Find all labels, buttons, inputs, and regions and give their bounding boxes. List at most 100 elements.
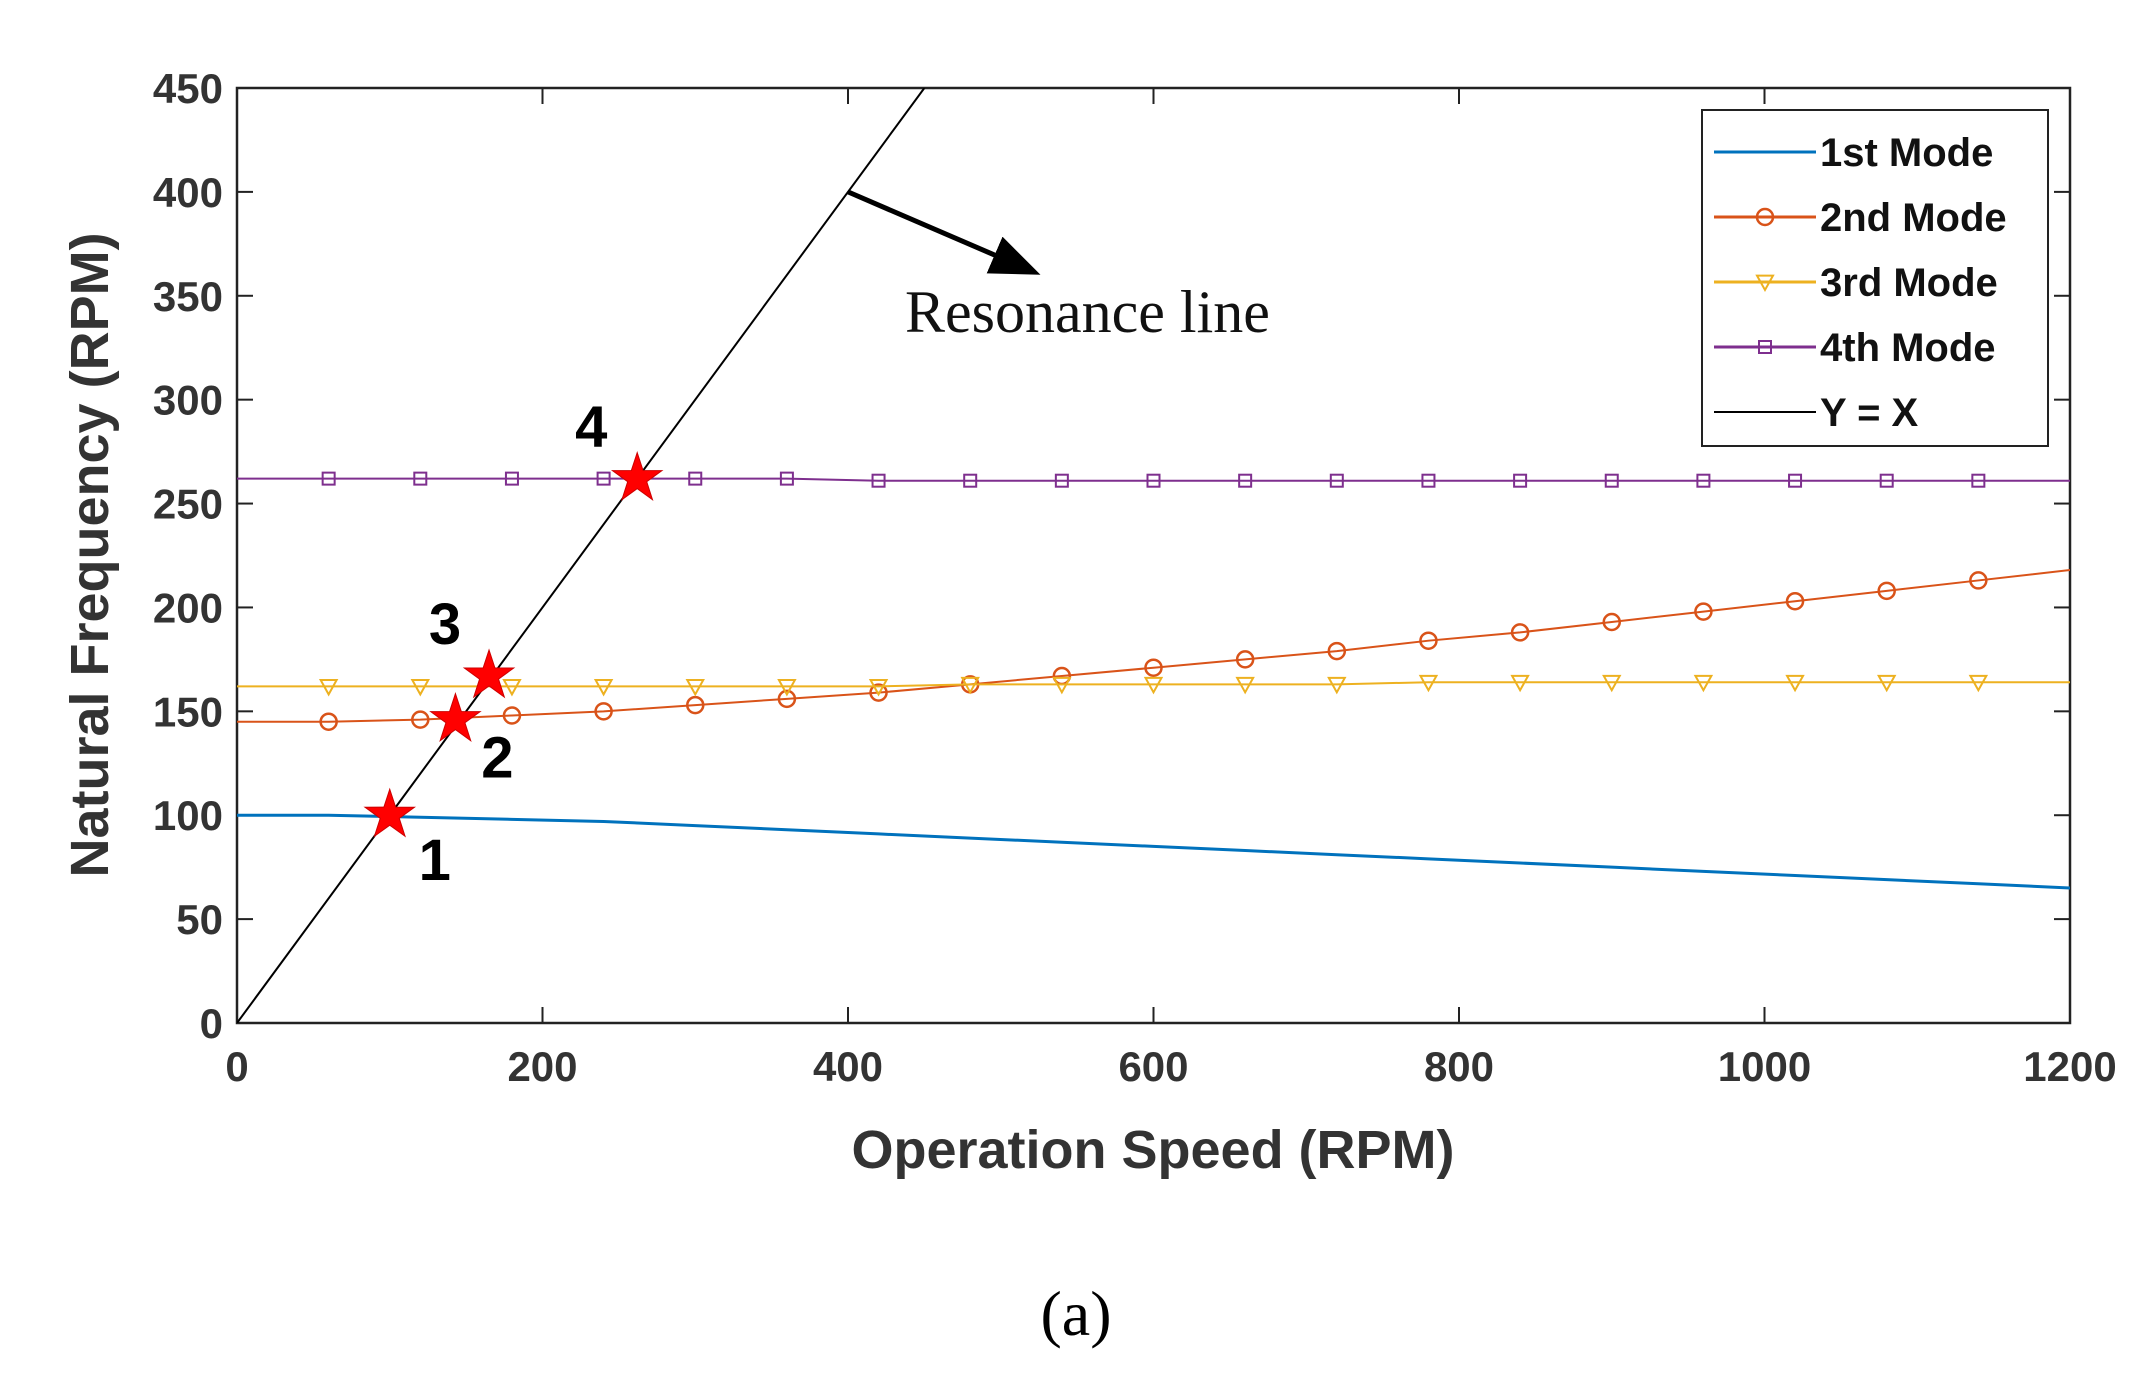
point-3rd-mode-900 [1602,674,1622,693]
point-3rd-mode-240 [593,679,614,697]
series-y-x [237,88,926,1023]
point-2nd-mode-780 [1419,631,1438,650]
point-4th-mode-180 [504,471,519,486]
legend-marker-4th-mode [1758,340,1772,354]
point-4th-mode-540 [1054,473,1069,488]
point-3rd-mode-1080 [1877,674,1897,693]
resonance-label-3: 3 [429,592,461,657]
axis-ticks: 0 200 400 600 800 1000 1200 0 50 100 150 200 250 300 3… [153,65,2117,1090]
point-3rd-mode-720 [1327,676,1347,695]
point-4th-mode-360 [779,471,794,486]
point-3rd-mode-960 [1693,674,1714,693]
x-tick-label-400: 400 [813,1043,883,1090]
point-4th-mode-1080 [1879,473,1894,488]
x-tick-label-200: 200 [507,1043,577,1090]
y-tick-label-150: 150 [153,688,223,735]
point-3rd-mode-780 [1418,674,1439,693]
point-2nd-mode-1140 [1969,571,1988,590]
point-4th-mode-240 [596,471,611,486]
point-3rd-mode-120 [410,679,430,697]
y-tick-label-200: 200 [153,584,223,631]
resonance-point-1 [363,787,417,838]
y-tick-label-400: 400 [153,169,223,216]
series-1st-mode [237,813,2070,890]
point-4th-mode-1140 [1971,473,1986,488]
series-line-2nd-mode [237,569,2070,723]
y-tick-label-450: 450 [153,65,223,112]
point-2nd-mode-240 [594,702,613,721]
point-4th-mode-480 [963,473,978,488]
resonance-label-1: 1 [419,828,451,893]
series-line-3rd-mode [237,681,2070,688]
point-3rd-mode-480 [960,676,980,695]
series-3rd-mode [237,674,2070,697]
point-3rd-mode-600 [1143,676,1164,695]
series-line-y-x [237,88,926,1023]
resonance-label-2: 2 [481,726,513,791]
point-2nd-mode-900 [1602,612,1621,632]
x-tick-label-600: 600 [1118,1043,1188,1090]
point-3rd-mode-60 [318,679,339,697]
point-4th-mode-840 [1513,473,1528,488]
point-2nd-mode-1020 [1785,591,1805,611]
series-4th-mode [237,471,2070,488]
point-4th-mode-900 [1604,473,1619,488]
legend-label-y-x: Y = X [1820,391,1919,435]
point-4th-mode-120 [413,471,428,486]
point-3rd-mode-300 [685,679,705,697]
point-4th-mode-1020 [1788,473,1803,488]
figure-caption: (a) [1040,1278,1111,1349]
point-2nd-mode-360 [777,689,797,709]
point-4th-mode-720 [1329,473,1344,488]
legend-marker-2nd-mode [1755,207,1775,227]
resonance-line-label: Resonance line [905,279,1270,345]
legend-label-2nd-mode: 2nd Mode [1820,196,2007,240]
point-3rd-mode-840 [1510,674,1530,693]
resonance-arrow [847,189,1041,275]
y-tick-label-50: 50 [176,896,223,943]
point-3rd-mode-360 [777,679,797,697]
point-3rd-mode-420 [868,679,889,697]
point-3rd-mode-660 [1235,676,1255,695]
legend-label-4th-mode: 4th Mode [1820,326,1996,370]
point-2nd-mode-180 [502,706,522,725]
point-2nd-mode-300 [686,695,705,715]
resonance-label-4: 4 [575,395,607,460]
point-3rd-mode-180 [502,679,522,697]
point-2nd-mode-1080 [1877,581,1896,601]
x-tick-label-800: 800 [1424,1043,1494,1090]
legend: 1st Mode 2nd Mode 3rd Mode 4th Mode Y = X [1701,109,2049,447]
resonance-point-3 [462,648,516,699]
series-line-4th-mode [237,477,2070,482]
point-2nd-mode-420 [869,683,888,702]
point-2nd-mode-660 [1235,650,1255,669]
y-axis-label: Natural Frequency (RPM) [60,232,120,877]
point-2nd-mode-840 [1510,623,1530,642]
series-line-1st-mode [237,813,2070,890]
point-4th-mode-660 [1238,473,1253,488]
series-2nd-mode [237,569,2070,731]
x-tick-label-1000: 1000 [1718,1043,1811,1090]
point-2nd-mode-120 [411,710,430,729]
resonance-point-2 [429,692,482,742]
annotation-layer: 12 3 4 Resonance line [363,189,1270,893]
point-2nd-mode-720 [1327,641,1347,661]
point-4th-mode-960 [1696,473,1711,488]
point-4th-mode-300 [688,471,703,486]
point-2nd-mode-960 [1694,602,1713,621]
point-4th-mode-600 [1146,473,1161,488]
point-2nd-mode-600 [1144,658,1163,677]
legend-box [1701,109,2049,447]
legend-marker-3rd-mode [1755,274,1775,293]
y-tick-label-100: 100 [153,792,223,839]
point-3rd-mode-540 [1052,676,1072,695]
point-2nd-mode-60 [319,712,338,731]
y-tick-label-350: 350 [153,273,223,320]
resonance-point-4 [610,451,664,501]
point-3rd-mode-1140 [1968,674,1989,693]
point-4th-mode-420 [871,473,886,488]
x-tick-label-1200: 1200 [2023,1043,2116,1090]
point-3rd-mode-1020 [1785,674,1805,693]
x-tick-label-0: 0 [225,1043,248,1090]
